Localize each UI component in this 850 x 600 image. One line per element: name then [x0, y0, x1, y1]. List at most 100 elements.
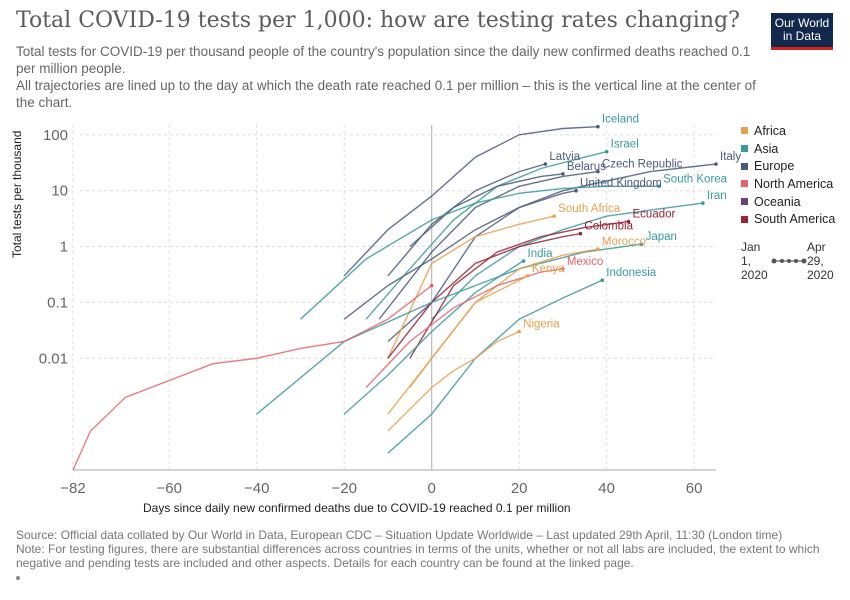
- x-tick-label: 20: [511, 480, 528, 497]
- legend-swatch: [741, 162, 748, 170]
- series-label: Colombia: [584, 221, 633, 233]
- legend-item-north-america[interactable]: North America: [741, 175, 835, 193]
- chart-subtitle: Total tests for COVID-19 per thousand pe…: [16, 43, 756, 111]
- series-endpoint: [429, 283, 434, 288]
- logo-line-2: in Data: [782, 29, 822, 43]
- owid-logo[interactable]: Our World in Data: [771, 13, 833, 50]
- series-label: Israel: [611, 139, 639, 151]
- legend-swatch: [741, 180, 748, 188]
- legend-label: North America: [754, 176, 834, 191]
- legend-swatch: [741, 198, 748, 206]
- series-label: Nigeria: [523, 319, 560, 331]
- series-endpoint: [561, 266, 565, 271]
- timeline-start-date: Jan 1, 2020: [741, 240, 771, 282]
- y-tick-label: 0.1: [47, 294, 68, 311]
- series-label: Ecuador: [633, 209, 676, 221]
- series-endpoint: [626, 219, 631, 224]
- series-line-morocco: [387, 248, 599, 415]
- timeline-end-month: Apr: [807, 240, 826, 254]
- series-line-mexico: [365, 268, 564, 388]
- y-tick-label: 10: [51, 183, 68, 200]
- legend-label: South America: [754, 212, 836, 227]
- series-label: Latvia: [549, 151, 580, 163]
- series-endpoint: [639, 242, 644, 247]
- timeline-start-month: Jan: [741, 240, 761, 254]
- x-tick-label: −20: [331, 480, 356, 497]
- x-tick-label: −40: [244, 480, 269, 497]
- series-endpoint: [526, 273, 530, 278]
- series-line-india: [343, 260, 524, 415]
- x-tick-label: 0: [428, 480, 436, 497]
- timeline-end-day: 29,: [807, 254, 824, 268]
- series-line-iceland: [343, 126, 598, 277]
- legend-label: Africa: [754, 123, 786, 138]
- x-tick-label: −82: [60, 480, 85, 497]
- timeline-end-year: 2020: [807, 268, 834, 282]
- series-endpoint: [714, 162, 718, 166]
- timeline-track[interactable]: [741, 240, 841, 290]
- series-endpoint: [574, 188, 578, 193]
- series-label: Iran: [707, 190, 727, 202]
- chart-title: Total COVID-19 tests per 1,000: how are …: [16, 8, 740, 33]
- series-label: Iceland: [602, 114, 639, 126]
- series-endpoint: [517, 329, 521, 334]
- legend: Africa Asia Europe North America Oceania…: [741, 122, 835, 228]
- series-line-kenya: [409, 275, 529, 388]
- series-line-indonesia: [387, 279, 603, 454]
- legend-item-asia[interactable]: Asia: [741, 140, 835, 158]
- footer-source: Source: Official data collated by Our Wo…: [16, 528, 783, 542]
- legend-item-africa[interactable]: Africa: [741, 122, 835, 140]
- x-tick-label: 40: [598, 480, 615, 497]
- series-endpoint: [701, 201, 705, 205]
- series-endpoint: [561, 172, 565, 176]
- timeline-start-year: 2020: [741, 268, 768, 282]
- series-line-czech-republic: [378, 170, 598, 320]
- x-tick-label: 60: [686, 480, 703, 497]
- series-line-nigeria: [387, 330, 520, 432]
- y-tick-label: 100: [43, 127, 68, 144]
- series-endpoint: [596, 124, 600, 129]
- series-label: Morocco: [602, 236, 646, 248]
- timeline-end-date: Apr 29, 2020: [807, 240, 841, 282]
- series-label: Japan: [646, 231, 677, 243]
- series-label: Italy: [720, 151, 741, 163]
- footer: Source: Official data collated by Our Wo…: [16, 528, 836, 570]
- legend-swatch: [741, 127, 748, 135]
- series-line-iran: [431, 202, 703, 320]
- series-label: India: [528, 248, 554, 260]
- series-line-japan: [256, 243, 642, 415]
- y-axis-label: Total tests per thousand: [10, 130, 24, 258]
- series-line-united-kingdom: [343, 190, 577, 320]
- footer-dot: [16, 576, 20, 580]
- series-endpoint: [604, 149, 609, 154]
- series-label: Indonesia: [606, 267, 656, 279]
- timeline-slider[interactable]: Jan 1, 2020 Apr 29, 2020: [741, 240, 841, 290]
- series-endpoint: [596, 247, 600, 251]
- series-endpoint: [657, 184, 661, 189]
- x-axis-label: Days since daily new confirmed deaths du…: [143, 501, 571, 515]
- series-line-belarus: [409, 173, 563, 248]
- series-label: United Kingdom: [580, 178, 662, 190]
- series-line-unlabelled: [72, 285, 433, 471]
- timeline-start-handle[interactable]: [771, 258, 777, 264]
- legend-label: Oceania: [754, 194, 801, 209]
- timeline-end-handle[interactable]: [801, 258, 807, 264]
- series-line-ecuador: [409, 220, 629, 359]
- series-line-south-africa: [387, 215, 555, 359]
- logo-line-1: Our World: [774, 16, 830, 30]
- legend-item-europe[interactable]: Europe: [741, 157, 835, 175]
- legend-swatch: [741, 215, 748, 223]
- series-endpoint: [521, 259, 526, 263]
- legend-item-oceania[interactable]: Oceania: [741, 193, 835, 211]
- footer-note: Note: For testing figures, there are sub…: [16, 542, 820, 570]
- series-label: Belarus: [567, 161, 606, 173]
- subtitle-line-1: Total tests for COVID-19 per thousand pe…: [16, 44, 751, 76]
- y-tick-label: 1: [60, 239, 68, 256]
- series-label: Kenya: [532, 263, 565, 275]
- legend-item-south-america[interactable]: South America: [741, 210, 835, 228]
- y-tick-label: 0.01: [39, 350, 68, 367]
- legend-label: Asia: [754, 141, 779, 156]
- subtitle-line-2: All trajectories are lined up to the day…: [16, 78, 756, 110]
- series-endpoint: [552, 214, 556, 218]
